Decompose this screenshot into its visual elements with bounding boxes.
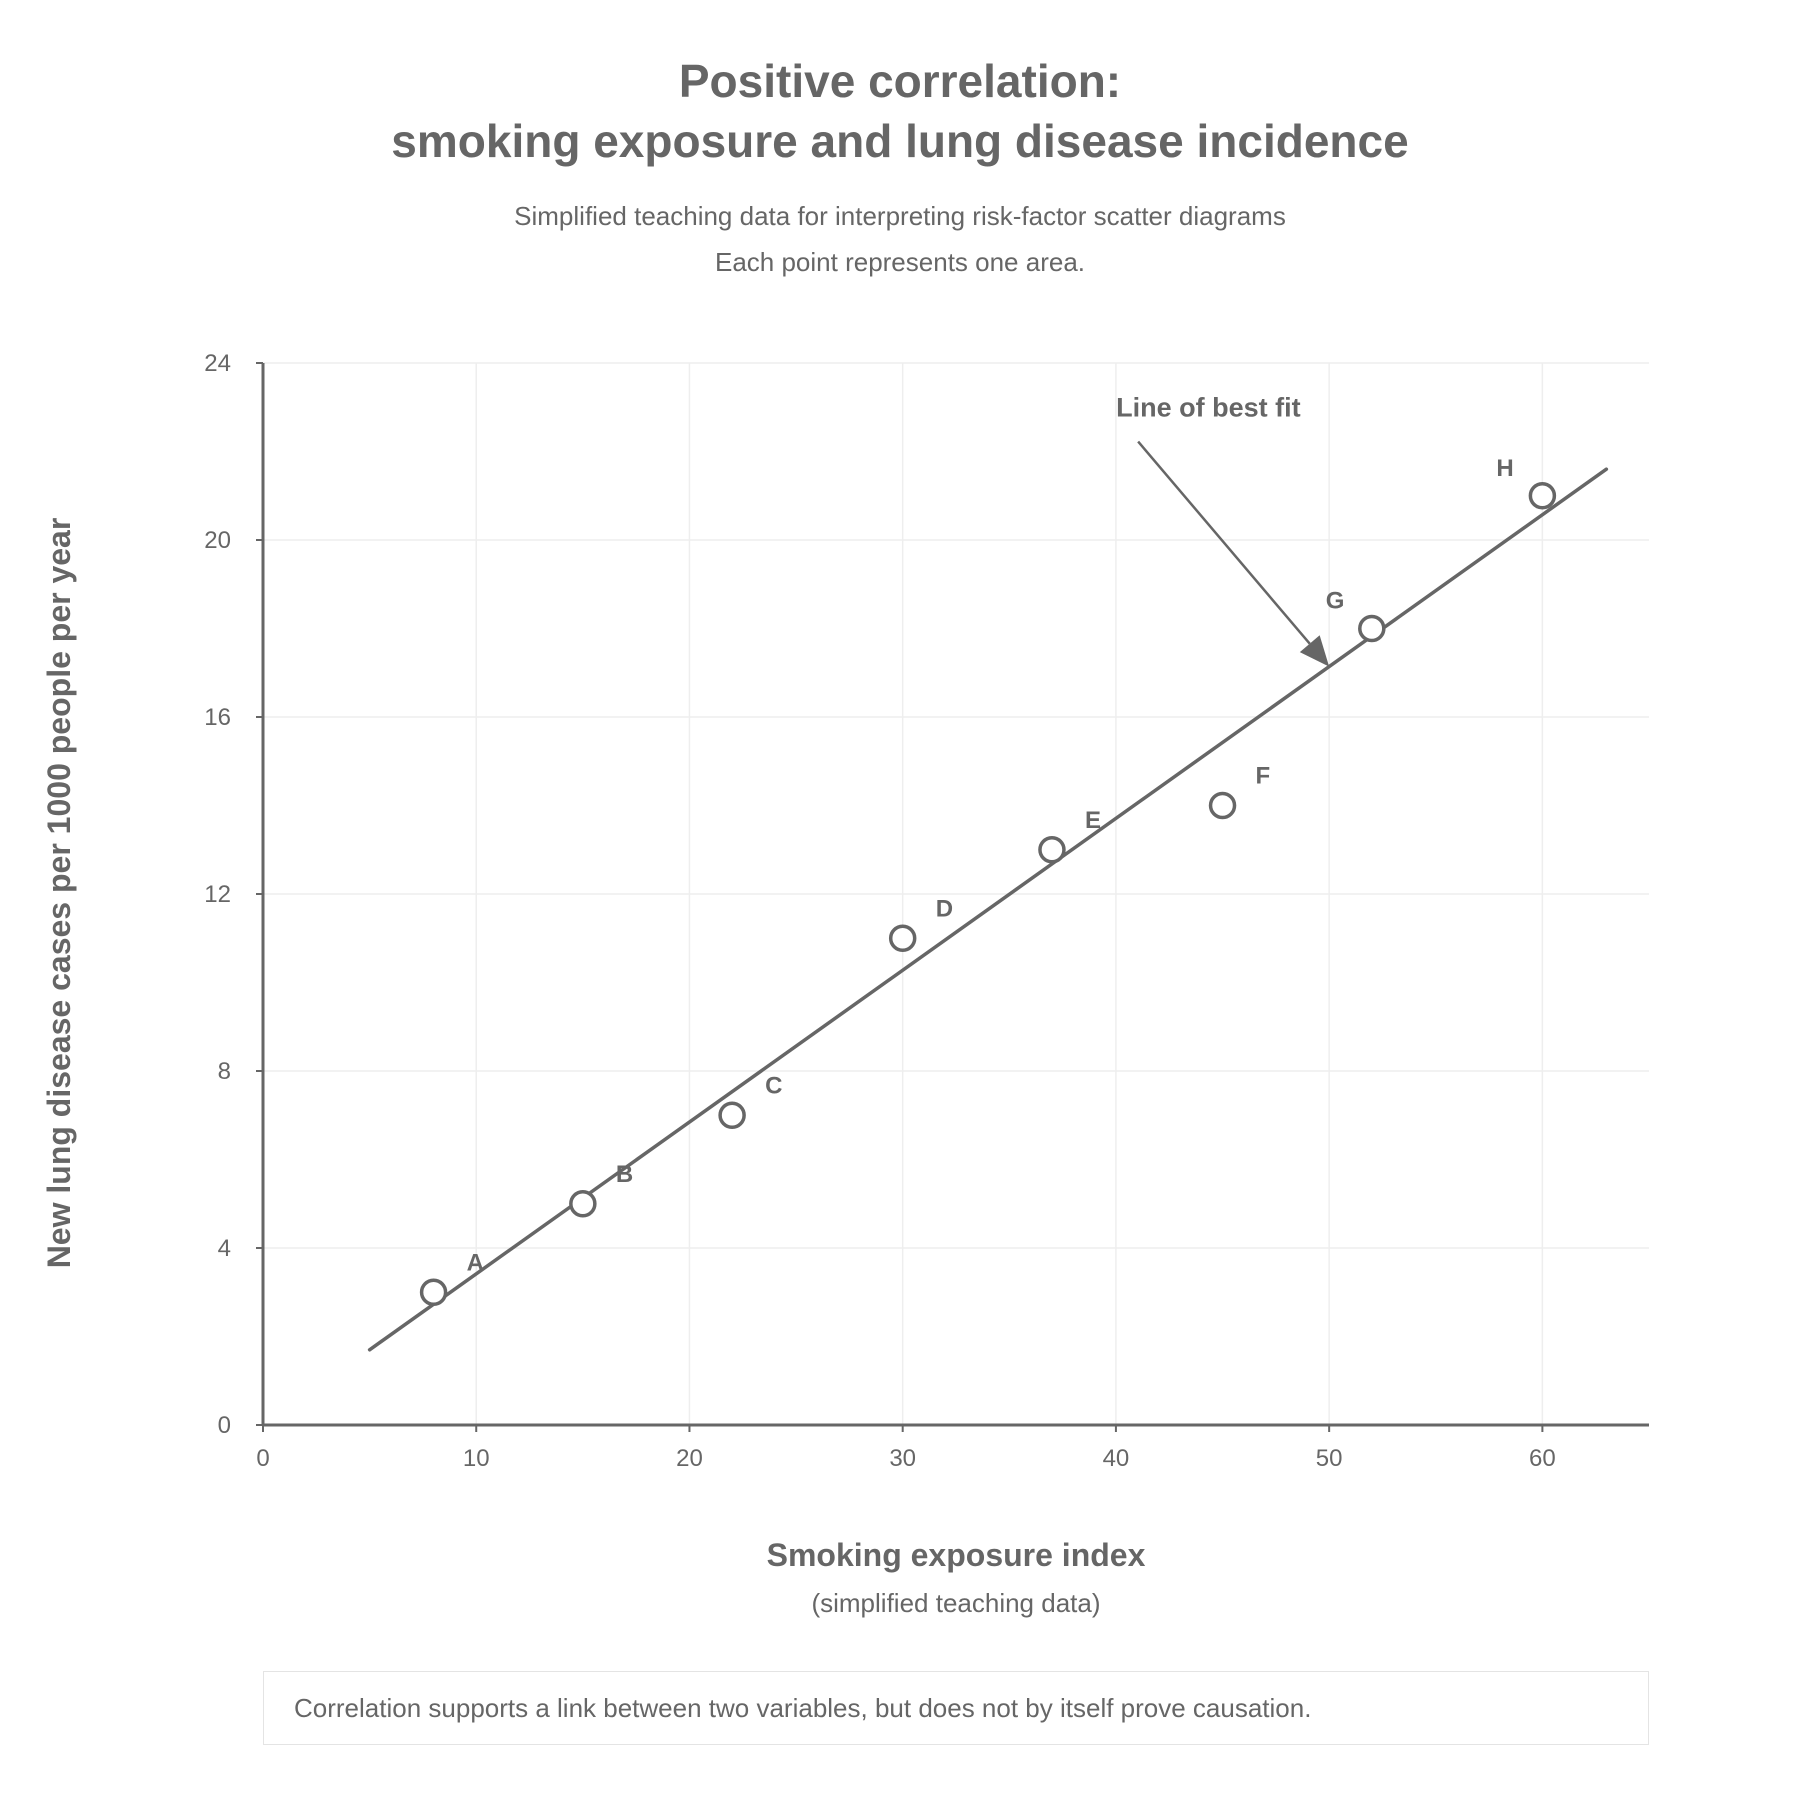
data-point-C [718,1101,746,1129]
data-point-H [1528,482,1557,510]
x-tick-label-30: 30 [889,1445,916,1472]
x-tick-label-50: 50 [1316,1445,1343,1472]
causation-note-text: Correlation supports a link between two … [294,1692,1312,1723]
data-points: A B C D E F G H [419,455,1557,1306]
y-axis-title: New lung disease cases per 1000 people p… [41,518,77,1269]
y-tick-label-8: 8 [218,1058,231,1085]
data-point-F [1208,791,1237,820]
y-tick-labels: 0 4 8 12 16 20 24 [204,350,263,1439]
best-fit-line [367,467,1609,1352]
x-tick-label-60: 60 [1529,1445,1556,1472]
data-point-D [888,924,917,952]
chart-subtitle-line-1: Simplified teaching data for interpretin… [514,201,1286,231]
y-tick-label-24: 24 [204,350,231,377]
point-label-C: C [765,1072,782,1099]
x-tick-labels: 0 10 20 30 40 50 60 [256,1425,1556,1472]
x-axis-subtitle: (simplified teaching data) [811,1588,1100,1618]
point-label-G: G [1326,588,1345,615]
y-tick-label-4: 4 [218,1235,231,1262]
chart-title-line-1: Positive correlation: [679,55,1121,107]
chart-title-line-2: smoking exposure and lung disease incide… [391,115,1408,167]
y-tick-label-12: 12 [204,881,231,908]
y-tick-label-0: 0 [218,1412,231,1439]
y-tick-label-20: 20 [204,527,231,554]
annotation-label: Line of best fit [1116,393,1301,423]
point-label-A: A [467,1249,484,1276]
y-tick-label-16: 16 [204,704,231,731]
point-label-B: B [616,1161,633,1188]
causation-note: Correlation supports a link between two … [263,1671,1649,1745]
chart-subtitle-line-2: Each point represents one area. [715,247,1085,277]
point-label-H: H [1496,455,1513,482]
data-point-A [419,1278,448,1306]
data-point-G [1358,614,1386,643]
data-point-E [1038,836,1066,864]
x-tick-label-0: 0 [256,1445,269,1472]
data-point-B [569,1190,597,1218]
point-label-E: E [1085,807,1101,834]
best-fit-line-group [367,467,1609,1352]
point-label-D: D [936,895,953,922]
x-tick-label-40: 40 [1103,1445,1130,1472]
annotation: Line of best fit [1116,393,1330,667]
x-axis-title: Smoking exposure index [767,1537,1146,1573]
point-label-F: F [1256,763,1271,790]
x-tick-label-20: 20 [676,1445,703,1472]
gridlines [263,362,1649,1425]
annotation-arrow-shaft [1137,440,1311,645]
annotation-arrow-head [1299,635,1330,667]
x-tick-label-10: 10 [463,1445,490,1472]
